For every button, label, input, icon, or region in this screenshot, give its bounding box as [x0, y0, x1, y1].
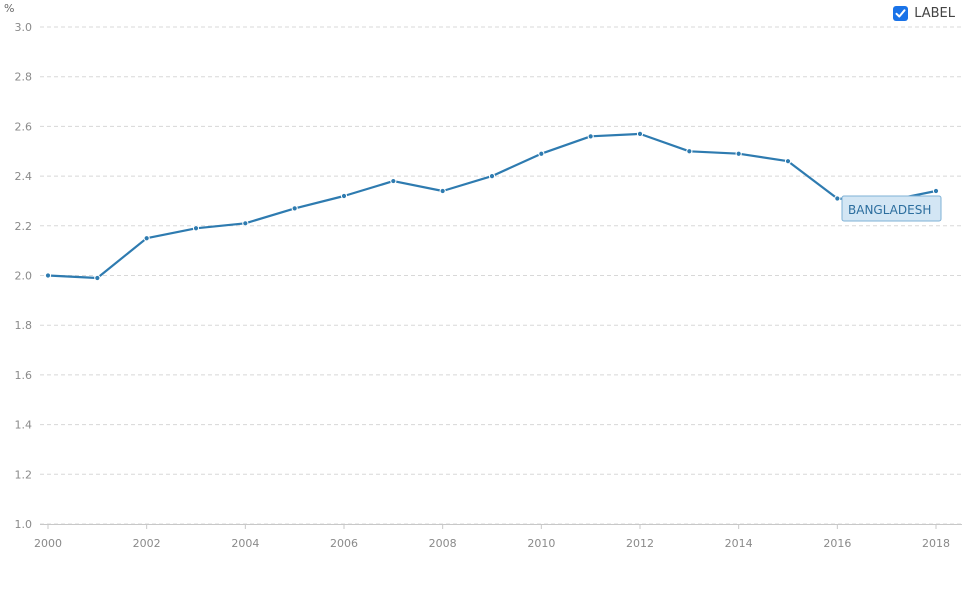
data-point-2016[interactable]: [834, 195, 841, 202]
y-tick-label: 1.4: [15, 419, 33, 432]
y-unit-label: %: [4, 2, 14, 15]
series-name-label: BANGLADESH: [848, 203, 931, 217]
series-line: [46, 132, 938, 280]
y-tick-label: 2.4: [15, 170, 33, 183]
y-tick-label: 2.6: [15, 120, 33, 133]
x-tick-label: 2018: [922, 537, 950, 550]
y-tick-label: 2.8: [15, 71, 33, 84]
data-point-2003[interactable]: [192, 225, 200, 232]
data-point-2002[interactable]: [143, 235, 150, 242]
x-tick-label: 2016: [823, 537, 851, 550]
y-tick-label: 3.0: [15, 21, 33, 34]
data-point-2015[interactable]: [784, 158, 792, 165]
y-tick-label: 1.6: [15, 369, 33, 382]
series-layer: BANGLADESH: [44, 130, 942, 282]
data-point-2010[interactable]: [538, 150, 545, 157]
y-tick-label: 2.0: [15, 270, 33, 283]
x-tick-label: 2008: [429, 537, 457, 550]
y-tick-label: 1.2: [15, 468, 33, 481]
data-point-2004[interactable]: [242, 220, 249, 227]
legend: LABEL: [893, 6, 955, 21]
data-point-2008[interactable]: [439, 187, 446, 195]
y-tick-label: 1.8: [15, 319, 33, 332]
data-point-2009[interactable]: [488, 173, 496, 180]
series-name-tag: BANGLADESH: [841, 195, 942, 222]
y-tick-label: 1.0: [15, 518, 33, 531]
x-tick-label: 2012: [626, 537, 654, 550]
data-point-2001[interactable]: [94, 274, 101, 282]
checkmark-icon: [895, 9, 906, 18]
data-point-2006[interactable]: [340, 192, 348, 200]
x-axis: 2000 2002 2004 2006 2008 2010 2012 2014 2016 2018: [34, 524, 962, 550]
label-checkbox[interactable]: [893, 6, 909, 21]
x-tick-label: 2000: [34, 537, 62, 550]
label-checkbox-text: LABEL: [914, 6, 955, 21]
data-point-2005[interactable]: [291, 205, 298, 212]
data-point-2007[interactable]: [390, 177, 397, 185]
data-point-2011[interactable]: [587, 133, 594, 140]
data-point-2018[interactable]: [932, 187, 940, 195]
data-point-2013[interactable]: [686, 148, 693, 155]
x-tick-label: 2004: [231, 537, 259, 550]
data-point-2000[interactable]: [44, 272, 52, 279]
series-name-tag-box: [841, 195, 942, 222]
gridlines: [40, 26, 962, 525]
data-point-2012[interactable]: [636, 130, 644, 137]
y-tick-label: 2.2: [15, 220, 33, 233]
data-point-2014[interactable]: [735, 150, 742, 157]
y-axis: 1.0 1.2 1.4 1.6 1.8 2.0 2.2 2.4 2.6 2.8 3.0: [15, 21, 33, 531]
x-tick-label: 2002: [133, 537, 161, 550]
x-tick-label: 2006: [330, 537, 358, 550]
x-tick-label: 2010: [527, 537, 555, 550]
x-tick-label: 2014: [725, 537, 753, 550]
